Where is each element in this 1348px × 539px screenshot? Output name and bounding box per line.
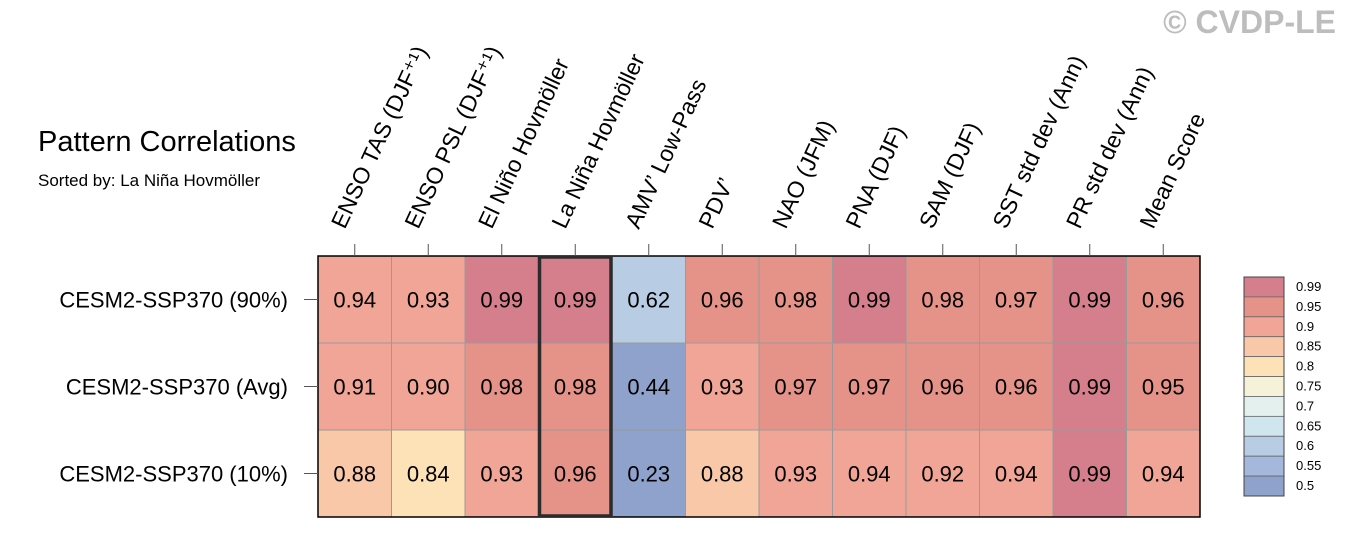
column-label: AMV’ Low-Pass: [620, 75, 712, 232]
heatmap-cell: [538, 429, 613, 518]
cell-value-label: 0.62: [627, 288, 670, 313]
heatmap-cell: [464, 429, 539, 518]
heatmap-cell: [1126, 342, 1201, 431]
cell-value-label: 0.98: [554, 375, 597, 400]
cell-value-label: 0.94: [333, 288, 376, 313]
cell-value-label: 0.91: [333, 375, 376, 400]
colorbar-swatch: [1243, 316, 1285, 338]
heatmap-cell: [1052, 255, 1127, 344]
cell-value-label: 0.94: [1142, 462, 1185, 487]
chart-subtitle: Sorted by: La Niña Hovmöller: [38, 171, 261, 190]
row-label: CESM2-SSP370 (10%): [59, 462, 288, 487]
heatmap-cell: [464, 342, 539, 431]
colorbar-swatch: [1243, 336, 1285, 358]
colorbar-tick-label: 0.75: [1296, 379, 1321, 394]
column-label: Mean Score: [1134, 109, 1210, 232]
cell-value-label: 0.94: [848, 462, 891, 487]
colorbar-tick-label: 0.8: [1296, 359, 1314, 374]
heatmap-cell: [685, 342, 760, 431]
colorbar-tick-label: 0.95: [1296, 299, 1321, 314]
colorbar-swatch: [1243, 296, 1285, 318]
colorbar-tick-label: 0.6: [1296, 438, 1314, 453]
cell-value-label: 0.96: [554, 462, 597, 487]
cell-value-label: 0.99: [554, 288, 597, 313]
row-label: CESM2-SSP370 (Avg): [66, 375, 288, 400]
colorbar-swatch: [1243, 376, 1285, 397]
colorbar-tick-label: 0.55: [1296, 458, 1321, 473]
watermark: © CVDP-LE: [1163, 4, 1336, 40]
cell-value-label: 0.98: [480, 375, 523, 400]
highlight-column-box: [537, 255, 613, 518]
cell-value-label: 0.94: [995, 462, 1038, 487]
cell-value-label: 0.99: [480, 288, 523, 313]
cell-value-label: 0.23: [627, 462, 670, 487]
cell-value-label: 0.96: [995, 375, 1038, 400]
colorbar-tick-label: 0.65: [1296, 418, 1321, 433]
heatmap-cell: [905, 429, 980, 518]
cell-value-label: 0.88: [701, 462, 744, 487]
colorbar-swatch: [1243, 435, 1285, 457]
chart-title: Pattern Correlations: [38, 126, 296, 158]
colorbar-tick-label: 0.9: [1296, 319, 1314, 334]
cell-value-label: 0.98: [921, 288, 964, 313]
colorbar-tick-label: 0.5: [1296, 478, 1314, 493]
heatmap-cell: [317, 429, 392, 518]
colorbar-tick-label: 0.99: [1296, 279, 1321, 294]
heatmap-cell: [1052, 342, 1127, 431]
heatmap-cell: [611, 342, 686, 431]
cell-value-label: 0.93: [701, 375, 744, 400]
cell-value-label: 0.98: [774, 288, 817, 313]
column-label: SAM (DJF): [914, 118, 986, 232]
colorbar-tick-label: 0.85: [1296, 339, 1321, 354]
cell-value-label: 0.99: [1068, 375, 1111, 400]
colorbar-swatch: [1243, 415, 1285, 437]
heatmap-cell: [758, 429, 833, 518]
heatmap-cell: [979, 429, 1054, 518]
cell-value-label: 0.99: [1068, 288, 1111, 313]
cell-value-label: 0.84: [407, 462, 450, 487]
cell-value-label: 0.99: [1068, 462, 1111, 487]
cell-value-label: 0.96: [921, 375, 964, 400]
colorbar-swatch: [1243, 455, 1285, 477]
cell-value-label: 0.93: [480, 462, 523, 487]
heatmap-cell: [317, 342, 392, 431]
cell-value-label: 0.92: [921, 462, 964, 487]
cell-value-label: 0.90: [407, 375, 450, 400]
cell-value-label: 0.88: [333, 462, 376, 487]
cell-value-label: 0.95: [1142, 375, 1185, 400]
column-label: PNA (DJF): [840, 122, 910, 233]
cell-value-label: 0.93: [407, 288, 450, 313]
cell-value-label: 0.44: [627, 375, 670, 400]
heatmap-cell: [758, 342, 833, 431]
colorbar-swatch: [1243, 396, 1285, 417]
cell-value-label: 0.97: [774, 375, 817, 400]
heatmap-cell: [391, 255, 466, 344]
cell-value-label: 0.99: [848, 288, 891, 313]
cell-value-label: 0.97: [995, 288, 1038, 313]
colorbar-swatch: [1243, 356, 1285, 377]
colorbar-swatch: [1243, 475, 1285, 497]
column-label: NAO (JFM): [767, 116, 840, 232]
heatmap-cell: [905, 342, 980, 431]
colorbar-frame: [1243, 276, 1285, 497]
column-label: PDV’: [693, 174, 739, 232]
heatmap-cell: [832, 255, 907, 344]
cell-value-label: 0.93: [774, 462, 817, 487]
cell-value-label: 0.97: [848, 375, 891, 400]
colorbar-tick-label: 0.7: [1296, 398, 1314, 413]
cell-value-label: 0.96: [1142, 288, 1185, 313]
heatmap-cell: [1126, 255, 1201, 344]
heatmap-cell: [1126, 429, 1201, 518]
row-label: CESM2-SSP370 (90%): [59, 288, 288, 313]
heatmap-cell: [685, 429, 760, 518]
cell-value-label: 0.96: [701, 288, 744, 313]
colorbar-swatch: [1243, 276, 1285, 298]
